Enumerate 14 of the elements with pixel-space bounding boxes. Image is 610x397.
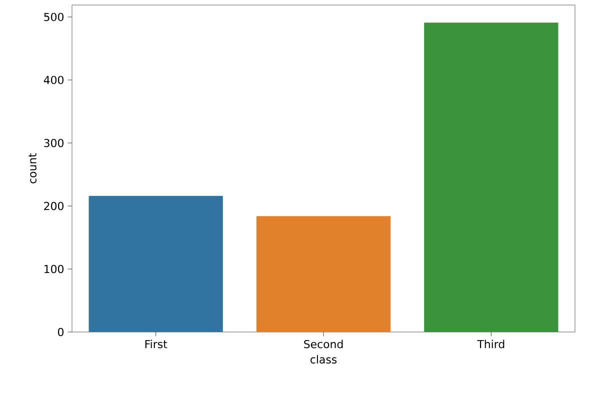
y-axis-title: count [28, 153, 36, 184]
x-tick-label: First [145, 340, 168, 348]
x-tick-label: Third [477, 340, 504, 348]
x-tick-label: Second [304, 340, 343, 348]
bar [256, 216, 391, 332]
y-tick-label: 300 [44, 138, 64, 148]
x-axis-title: class [310, 355, 337, 364]
y-tick-label: 500 [44, 12, 64, 22]
y-tick-label: 100 [44, 264, 64, 274]
y-tick-label: 0 [58, 328, 64, 336]
bar [424, 22, 558, 332]
y-tick-label: 400 [44, 76, 64, 84]
bar [88, 196, 223, 332]
y-tick-label: 200 [44, 202, 64, 210]
